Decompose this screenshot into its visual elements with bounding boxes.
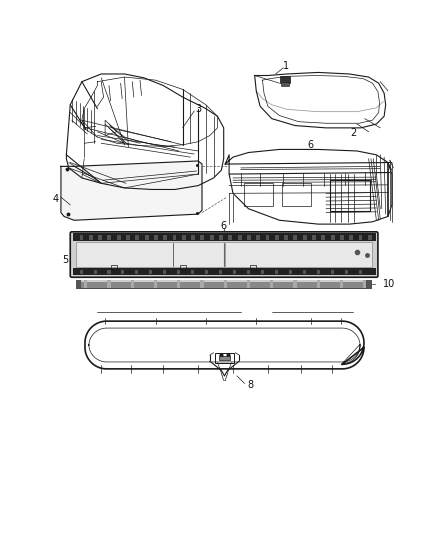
Bar (177, 280, 180, 288)
Bar (247, 235, 251, 239)
Bar (368, 235, 372, 239)
Bar (363, 280, 366, 288)
Text: 3: 3 (195, 103, 201, 114)
Bar (154, 235, 158, 239)
Bar (244, 183, 273, 206)
Bar (219, 356, 230, 360)
Bar (173, 235, 177, 239)
Bar (270, 280, 273, 288)
Bar (275, 235, 279, 239)
Bar (117, 235, 120, 239)
Bar (149, 270, 152, 274)
Bar (210, 235, 214, 239)
Bar (228, 235, 232, 239)
Bar (330, 180, 370, 211)
Bar (233, 270, 236, 274)
Bar (177, 270, 180, 274)
Bar (340, 235, 344, 239)
Text: 4: 4 (53, 195, 59, 205)
Bar (107, 270, 110, 274)
Bar (93, 270, 97, 274)
Bar (77, 280, 81, 288)
Bar (110, 265, 117, 270)
Bar (279, 76, 290, 83)
Bar (275, 270, 278, 274)
Bar (265, 235, 269, 239)
Bar (73, 268, 376, 275)
Bar (154, 280, 157, 288)
Bar (340, 280, 343, 288)
Bar (281, 82, 289, 85)
Bar (224, 280, 227, 288)
Bar (201, 235, 204, 239)
Bar (261, 270, 264, 274)
Bar (238, 235, 241, 239)
Bar (107, 235, 111, 239)
Bar (349, 235, 353, 239)
Text: 5: 5 (63, 255, 69, 265)
Bar (303, 270, 306, 274)
Bar (98, 235, 102, 239)
Bar (163, 235, 167, 239)
Bar (312, 235, 316, 239)
Bar (145, 235, 148, 239)
Bar (366, 280, 371, 288)
Bar (77, 280, 371, 288)
Bar (215, 353, 234, 363)
Bar (131, 280, 134, 288)
Bar (191, 235, 195, 239)
Bar (247, 280, 250, 288)
Bar (84, 280, 87, 288)
Bar (359, 270, 362, 274)
Bar (282, 183, 311, 206)
Bar (73, 233, 376, 241)
Bar (201, 280, 204, 288)
Bar (135, 235, 139, 239)
Bar (80, 270, 83, 274)
Bar (289, 270, 292, 274)
Bar (219, 235, 223, 239)
Bar (89, 235, 93, 239)
Bar (121, 270, 124, 274)
Bar (182, 235, 186, 239)
Bar (77, 242, 372, 267)
Bar (163, 270, 166, 274)
Text: 6: 6 (221, 221, 227, 231)
Bar (180, 265, 187, 270)
Bar (78, 280, 369, 282)
Bar (345, 270, 348, 274)
Text: 1: 1 (283, 61, 289, 71)
Text: 6: 6 (307, 140, 314, 150)
Bar (303, 235, 307, 239)
Bar (135, 270, 138, 274)
Text: 9: 9 (198, 249, 204, 259)
Bar (359, 235, 362, 239)
Bar (80, 235, 83, 239)
Bar (247, 270, 250, 274)
Text: 2: 2 (350, 128, 356, 138)
Bar (219, 270, 222, 274)
Bar (317, 270, 320, 274)
Bar (107, 280, 110, 288)
FancyBboxPatch shape (70, 232, 378, 277)
Bar (293, 280, 297, 288)
Polygon shape (61, 161, 202, 220)
Bar (321, 235, 325, 239)
Bar (331, 235, 335, 239)
Bar (256, 235, 260, 239)
Bar (317, 280, 320, 288)
Bar (205, 270, 208, 274)
Bar (284, 235, 288, 239)
Bar (250, 265, 256, 270)
Bar (331, 270, 334, 274)
Bar (293, 235, 297, 239)
Text: 8: 8 (247, 380, 253, 390)
Bar (191, 270, 194, 274)
Bar (126, 235, 130, 239)
Text: 10: 10 (382, 279, 395, 289)
